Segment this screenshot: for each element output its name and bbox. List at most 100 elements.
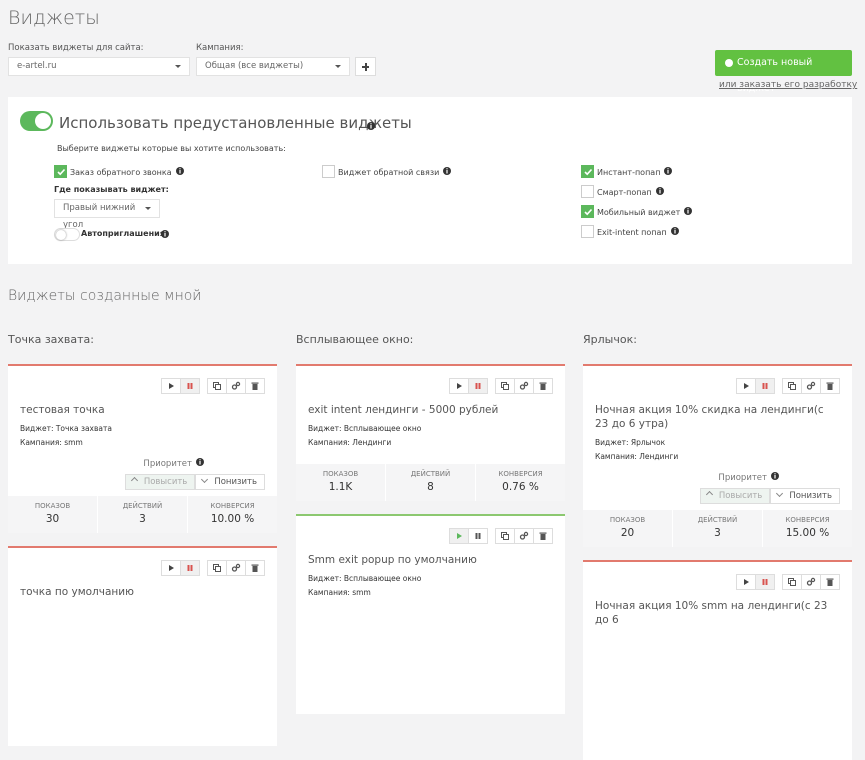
delete-button[interactable]	[245, 560, 265, 576]
stat-value: 1.1K	[328, 481, 353, 493]
play-button[interactable]	[736, 574, 756, 590]
icon	[806, 577, 816, 586]
pause-button[interactable]	[180, 560, 200, 576]
add-campaign-button[interactable]	[355, 57, 376, 76]
icon	[664, 167, 673, 175]
widget-name: Ночная акция 10% скидка на лендинги(с 23…	[595, 404, 824, 430]
pause-button[interactable]	[468, 528, 488, 544]
icon	[475, 533, 481, 539]
stat-value: 3	[714, 527, 721, 539]
site-select[interactable]: e-artel.ru	[8, 57, 190, 76]
copy-button[interactable]	[782, 378, 802, 394]
settings-button[interactable]	[514, 528, 534, 544]
settings-button[interactable]	[226, 378, 246, 394]
stat-label: КОНВЕРСИЯ	[498, 470, 543, 478]
copy-button[interactable]	[495, 528, 515, 544]
option-label: Смарт-попап	[597, 186, 665, 197]
checkbox[interactable]	[54, 165, 67, 178]
card-stats: ПОКАЗОВ 30 ДЕЙСТВИЙ 3 КОНВЕРСИЯ 10.00 %	[8, 496, 277, 533]
pause-button[interactable]	[468, 378, 488, 394]
site-label: Показать виджеты для сайта:	[8, 43, 144, 53]
stat-label: ПОКАЗОВ	[34, 502, 71, 510]
stat: ПОКАЗОВ 1.1K	[296, 464, 385, 501]
preset-toggle[interactable]	[20, 111, 53, 131]
stat: ПОКАЗОВ 30	[8, 496, 97, 533]
icon	[187, 383, 193, 389]
lower-button[interactable]: Понизить	[770, 488, 840, 504]
checkbox[interactable]	[581, 225, 594, 238]
widget-type: Виджет: Точка захвата	[20, 424, 112, 433]
icon	[583, 168, 592, 175]
stat: КОНВЕРСИЯ 15.00 %	[762, 510, 852, 547]
icon	[213, 382, 221, 390]
widgets-page: Виджеты Показать виджеты для сайта: e-ar…	[0, 0, 865, 600]
order-link[interactable]: или заказать его разработку	[719, 80, 858, 90]
copy-button[interactable]	[782, 574, 802, 590]
icon	[457, 533, 462, 539]
play-button[interactable]	[449, 528, 469, 544]
play-button[interactable]	[161, 560, 181, 576]
stat-label: ПОКАЗОВ	[322, 470, 359, 478]
card-toolbar	[296, 516, 565, 544]
icon	[175, 167, 184, 175]
pause-button[interactable]	[180, 378, 200, 394]
copy-button[interactable]	[207, 378, 227, 394]
widget-type: Виджет: Ярлычок	[595, 438, 666, 447]
widget-card: Smm exit popup по умолчанию Виджет: Всплы…	[296, 514, 565, 714]
auto-invite-toggle[interactable]	[54, 228, 80, 241]
stat-label: КОНВЕРСИЯ	[785, 516, 830, 524]
card-stats: ПОКАЗОВ 1.1K ДЕЙСТВИЙ 8 КОНВЕРСИЯ 0.76 %	[296, 464, 565, 501]
card-stats: ПОКАЗОВ 20 ДЕЙСТВИЙ 3 КОНВЕРСИЯ 15.00 %	[583, 510, 852, 547]
icon	[501, 382, 509, 390]
priority-buttons: Повысить Понизить	[595, 488, 840, 504]
icon	[519, 531, 529, 540]
position-select[interactable]: Правый нижний угол	[54, 199, 160, 230]
delete-button[interactable]	[533, 528, 553, 544]
my-widgets-title: Виджеты созданные мной	[8, 288, 202, 304]
delete-button[interactable]	[533, 378, 553, 394]
widget-card: Ночная акция 10% smm на лендинги(с 23 до…	[583, 560, 852, 760]
priority-label: Приоритет	[8, 457, 277, 470]
stat: КОНВЕРСИЯ 0.76 %	[475, 464, 565, 501]
create-widget-button[interactable]: Создать новый виджет	[715, 50, 852, 94]
icon	[56, 168, 65, 175]
delete-button[interactable]	[820, 378, 840, 394]
stat: ДЕЙСТВИЙ 3	[97, 496, 187, 533]
checkbox[interactable]	[581, 185, 594, 198]
settings-button[interactable]	[226, 560, 246, 576]
icon	[762, 383, 768, 389]
checkbox[interactable]	[581, 165, 594, 178]
play-button[interactable]	[449, 378, 469, 394]
copy-button[interactable]	[207, 560, 227, 576]
settings-button[interactable]	[801, 378, 821, 394]
play-button[interactable]	[161, 378, 181, 394]
widget-name: Ночная акция 10% smm на лендинги(с 23 до…	[595, 600, 828, 626]
priority-label: Приоритет	[583, 471, 852, 484]
raise-button[interactable]: Повысить	[699, 488, 771, 504]
widget-campaign: Кампания: smm	[308, 588, 371, 597]
widget-card: тестовая точка Виджет: Точка захвата Кампа…	[8, 364, 277, 533]
pause-button[interactable]	[755, 378, 775, 394]
widget-card: exit intent лендинги - 5000 рублей Виджет…	[296, 364, 565, 501]
icon	[826, 382, 834, 390]
checkbox[interactable]	[581, 205, 594, 218]
lower-button[interactable]: Понизить	[195, 474, 265, 490]
stat-label: КОНВЕРСИЯ	[210, 502, 255, 510]
raise-button[interactable]: Повысить	[124, 474, 196, 490]
settings-button[interactable]	[514, 378, 534, 394]
delete-button[interactable]	[820, 574, 840, 590]
icon	[539, 532, 547, 540]
card-toolbar	[583, 562, 852, 590]
stat: ДЕЙСТВИЙ 8	[385, 464, 475, 501]
copy-button[interactable]	[495, 378, 515, 394]
widget-card: Ночная акция 10% скидка на лендинги(с 23…	[583, 364, 852, 547]
pause-button[interactable]	[755, 574, 775, 590]
play-button[interactable]	[736, 378, 756, 394]
checkbox[interactable]	[322, 165, 335, 178]
delete-button[interactable]	[245, 378, 265, 394]
icon	[231, 381, 241, 390]
settings-button[interactable]	[801, 574, 821, 590]
campaign-select[interactable]: Общая (все виджеты)	[196, 57, 350, 76]
icon	[367, 122, 375, 130]
icon	[684, 207, 693, 215]
